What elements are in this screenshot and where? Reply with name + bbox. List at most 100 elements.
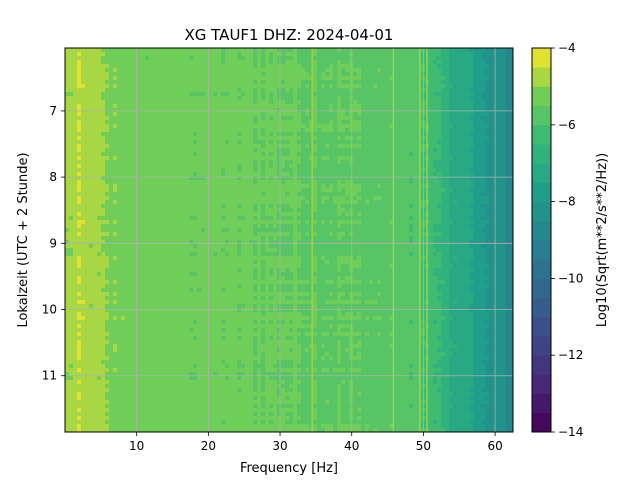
heatmap-cell: [349, 152, 354, 157]
heatmap-cell: [329, 216, 334, 221]
heatmap-cell: [317, 180, 322, 185]
heatmap-cell: [201, 200, 206, 205]
heatmap-cell: [257, 68, 262, 73]
heatmap-cell: [285, 76, 290, 81]
heatmap-cell: [205, 64, 210, 69]
heatmap-cell: [333, 136, 338, 141]
heatmap-cell: [441, 96, 446, 101]
heatmap-cell: [181, 200, 186, 205]
heatmap-cell: [449, 76, 454, 81]
heatmap-cell: [277, 156, 282, 161]
heatmap-cell: [129, 144, 134, 149]
heatmap-cell: [77, 76, 82, 81]
heatmap-cell: [273, 188, 278, 193]
heatmap-cell: [253, 200, 258, 205]
heatmap-cell: [281, 88, 286, 93]
heatmap-cell: [149, 172, 154, 177]
heatmap-cell: [145, 208, 150, 213]
heatmap-cell: [161, 160, 166, 165]
heatmap-cell: [141, 60, 146, 65]
heatmap-cell: [381, 128, 386, 133]
heatmap-cell: [181, 144, 186, 149]
heatmap-cell: [221, 216, 226, 221]
heatmap-cell: [469, 100, 474, 105]
heatmap-cell: [113, 224, 118, 229]
heatmap-cell: [349, 108, 354, 113]
heatmap-cell: [117, 180, 122, 185]
heatmap-cell: [77, 200, 82, 205]
heatmap-cell: [389, 64, 394, 69]
heatmap-cell: [205, 220, 210, 225]
heatmap-cell: [305, 212, 310, 217]
heatmap-cell: [73, 140, 78, 145]
heatmap-cell: [449, 108, 454, 113]
heatmap-cell: [297, 132, 302, 137]
heatmap-cell: [141, 108, 146, 113]
heatmap-cell: [365, 124, 370, 129]
heatmap-cell: [69, 76, 74, 81]
heatmap-cell: [169, 96, 174, 101]
heatmap-cell: [73, 204, 78, 209]
heatmap-cell: [145, 136, 150, 141]
heatmap-cell: [137, 136, 142, 141]
heatmap-cell: [161, 224, 166, 229]
heatmap-cell: [169, 204, 174, 209]
heatmap-cell: [81, 80, 86, 85]
heatmap-cell: [409, 80, 414, 85]
heatmap-cell: [481, 52, 486, 57]
heatmap-cell: [237, 168, 242, 173]
heatmap-cell: [461, 88, 466, 93]
heatmap-cell: [293, 192, 298, 197]
heatmap-cell: [189, 224, 194, 229]
heatmap-cell: [181, 136, 186, 141]
heatmap-cell: [393, 60, 398, 65]
heatmap-cell: [165, 56, 170, 61]
heatmap-cell: [121, 116, 126, 121]
heatmap-cell: [273, 164, 278, 169]
heatmap-cell: [225, 68, 230, 73]
heatmap-cell: [357, 136, 362, 141]
heatmap-cell: [177, 152, 182, 157]
heatmap-cell: [333, 204, 338, 209]
heatmap-cell: [181, 152, 186, 157]
heatmap-cell: [177, 204, 182, 209]
heatmap-cell: [209, 80, 214, 85]
heatmap-cell: [353, 56, 358, 61]
heatmap-cell: [241, 52, 246, 57]
heatmap-cell: [237, 156, 242, 161]
heatmap-cell: [409, 72, 414, 77]
heatmap-cell: [297, 52, 302, 57]
heatmap-cell: [381, 84, 386, 89]
heatmap-cell: [305, 112, 310, 117]
heatmap-cell: [101, 208, 106, 213]
heatmap-cell: [477, 72, 482, 77]
heatmap-cell: [213, 200, 218, 205]
heatmap-cell: [333, 212, 338, 217]
heatmap-cell: [161, 188, 166, 193]
heatmap-cell: [225, 124, 230, 129]
heatmap-cell: [237, 172, 242, 177]
heatmap-cell: [349, 216, 354, 221]
heatmap-cell: [149, 84, 154, 89]
heatmap-cell: [193, 216, 198, 221]
heatmap-cell: [237, 140, 242, 145]
heatmap-cell: [225, 136, 230, 141]
heatmap-cell: [249, 196, 254, 201]
heatmap-cell: [437, 92, 442, 97]
heatmap-cell: [405, 168, 410, 173]
heatmap-cell: [509, 92, 513, 97]
heatmap-cell: [297, 152, 302, 157]
heatmap-cell: [345, 108, 350, 113]
heatmap-cell: [149, 152, 154, 157]
heatmap-cell: [477, 120, 482, 125]
heatmap-cell: [177, 108, 182, 113]
heatmap-cell: [453, 76, 458, 81]
heatmap-cell: [449, 160, 454, 165]
heatmap-cell: [325, 140, 330, 145]
heatmap-cell: [225, 64, 230, 69]
heatmap-cell: [349, 132, 354, 137]
heatmap-cell: [293, 152, 298, 157]
heatmap-cell: [65, 100, 70, 105]
heatmap-cell: [345, 84, 350, 89]
heatmap-cell: [393, 152, 398, 157]
